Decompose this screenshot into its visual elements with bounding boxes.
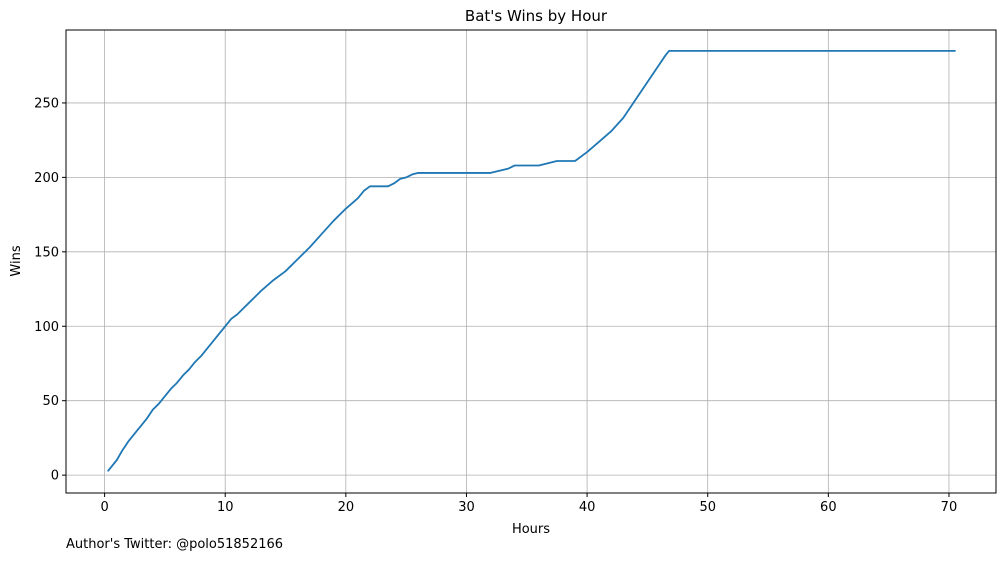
x-tick-label: 10 [217,500,234,515]
x-axis-label: Hours [512,522,550,537]
y-axis-label: Wins [9,245,24,276]
chart-title: Bat's Wins by Hour [465,7,608,25]
x-tick-label: 0 [100,500,108,515]
series-layer [107,49,956,472]
y-tick-label: 100 [34,320,59,335]
series-line-0 [107,49,956,472]
y-tick-label: 0 [51,469,59,484]
x-tick-label: 20 [338,500,355,515]
tick-layer: 0 10 20 30 40 50 60 70 0 50 100 150 200 250 [34,96,957,515]
y-tick-label: 200 [34,171,59,186]
x-tick-label: 40 [579,500,596,515]
grid-lines [66,30,996,493]
x-tick-label: 60 [820,500,837,515]
x-tick-label: 70 [941,500,958,515]
y-tick-label: 150 [34,245,59,260]
x-tick-label: 50 [699,500,716,515]
author-note: Author's Twitter: @polo51852166 [66,537,284,552]
x-tick-label: 30 [458,500,475,515]
y-tick-label: 50 [42,394,59,409]
y-tick-label: 250 [34,96,59,111]
plot-frame [65,29,997,494]
